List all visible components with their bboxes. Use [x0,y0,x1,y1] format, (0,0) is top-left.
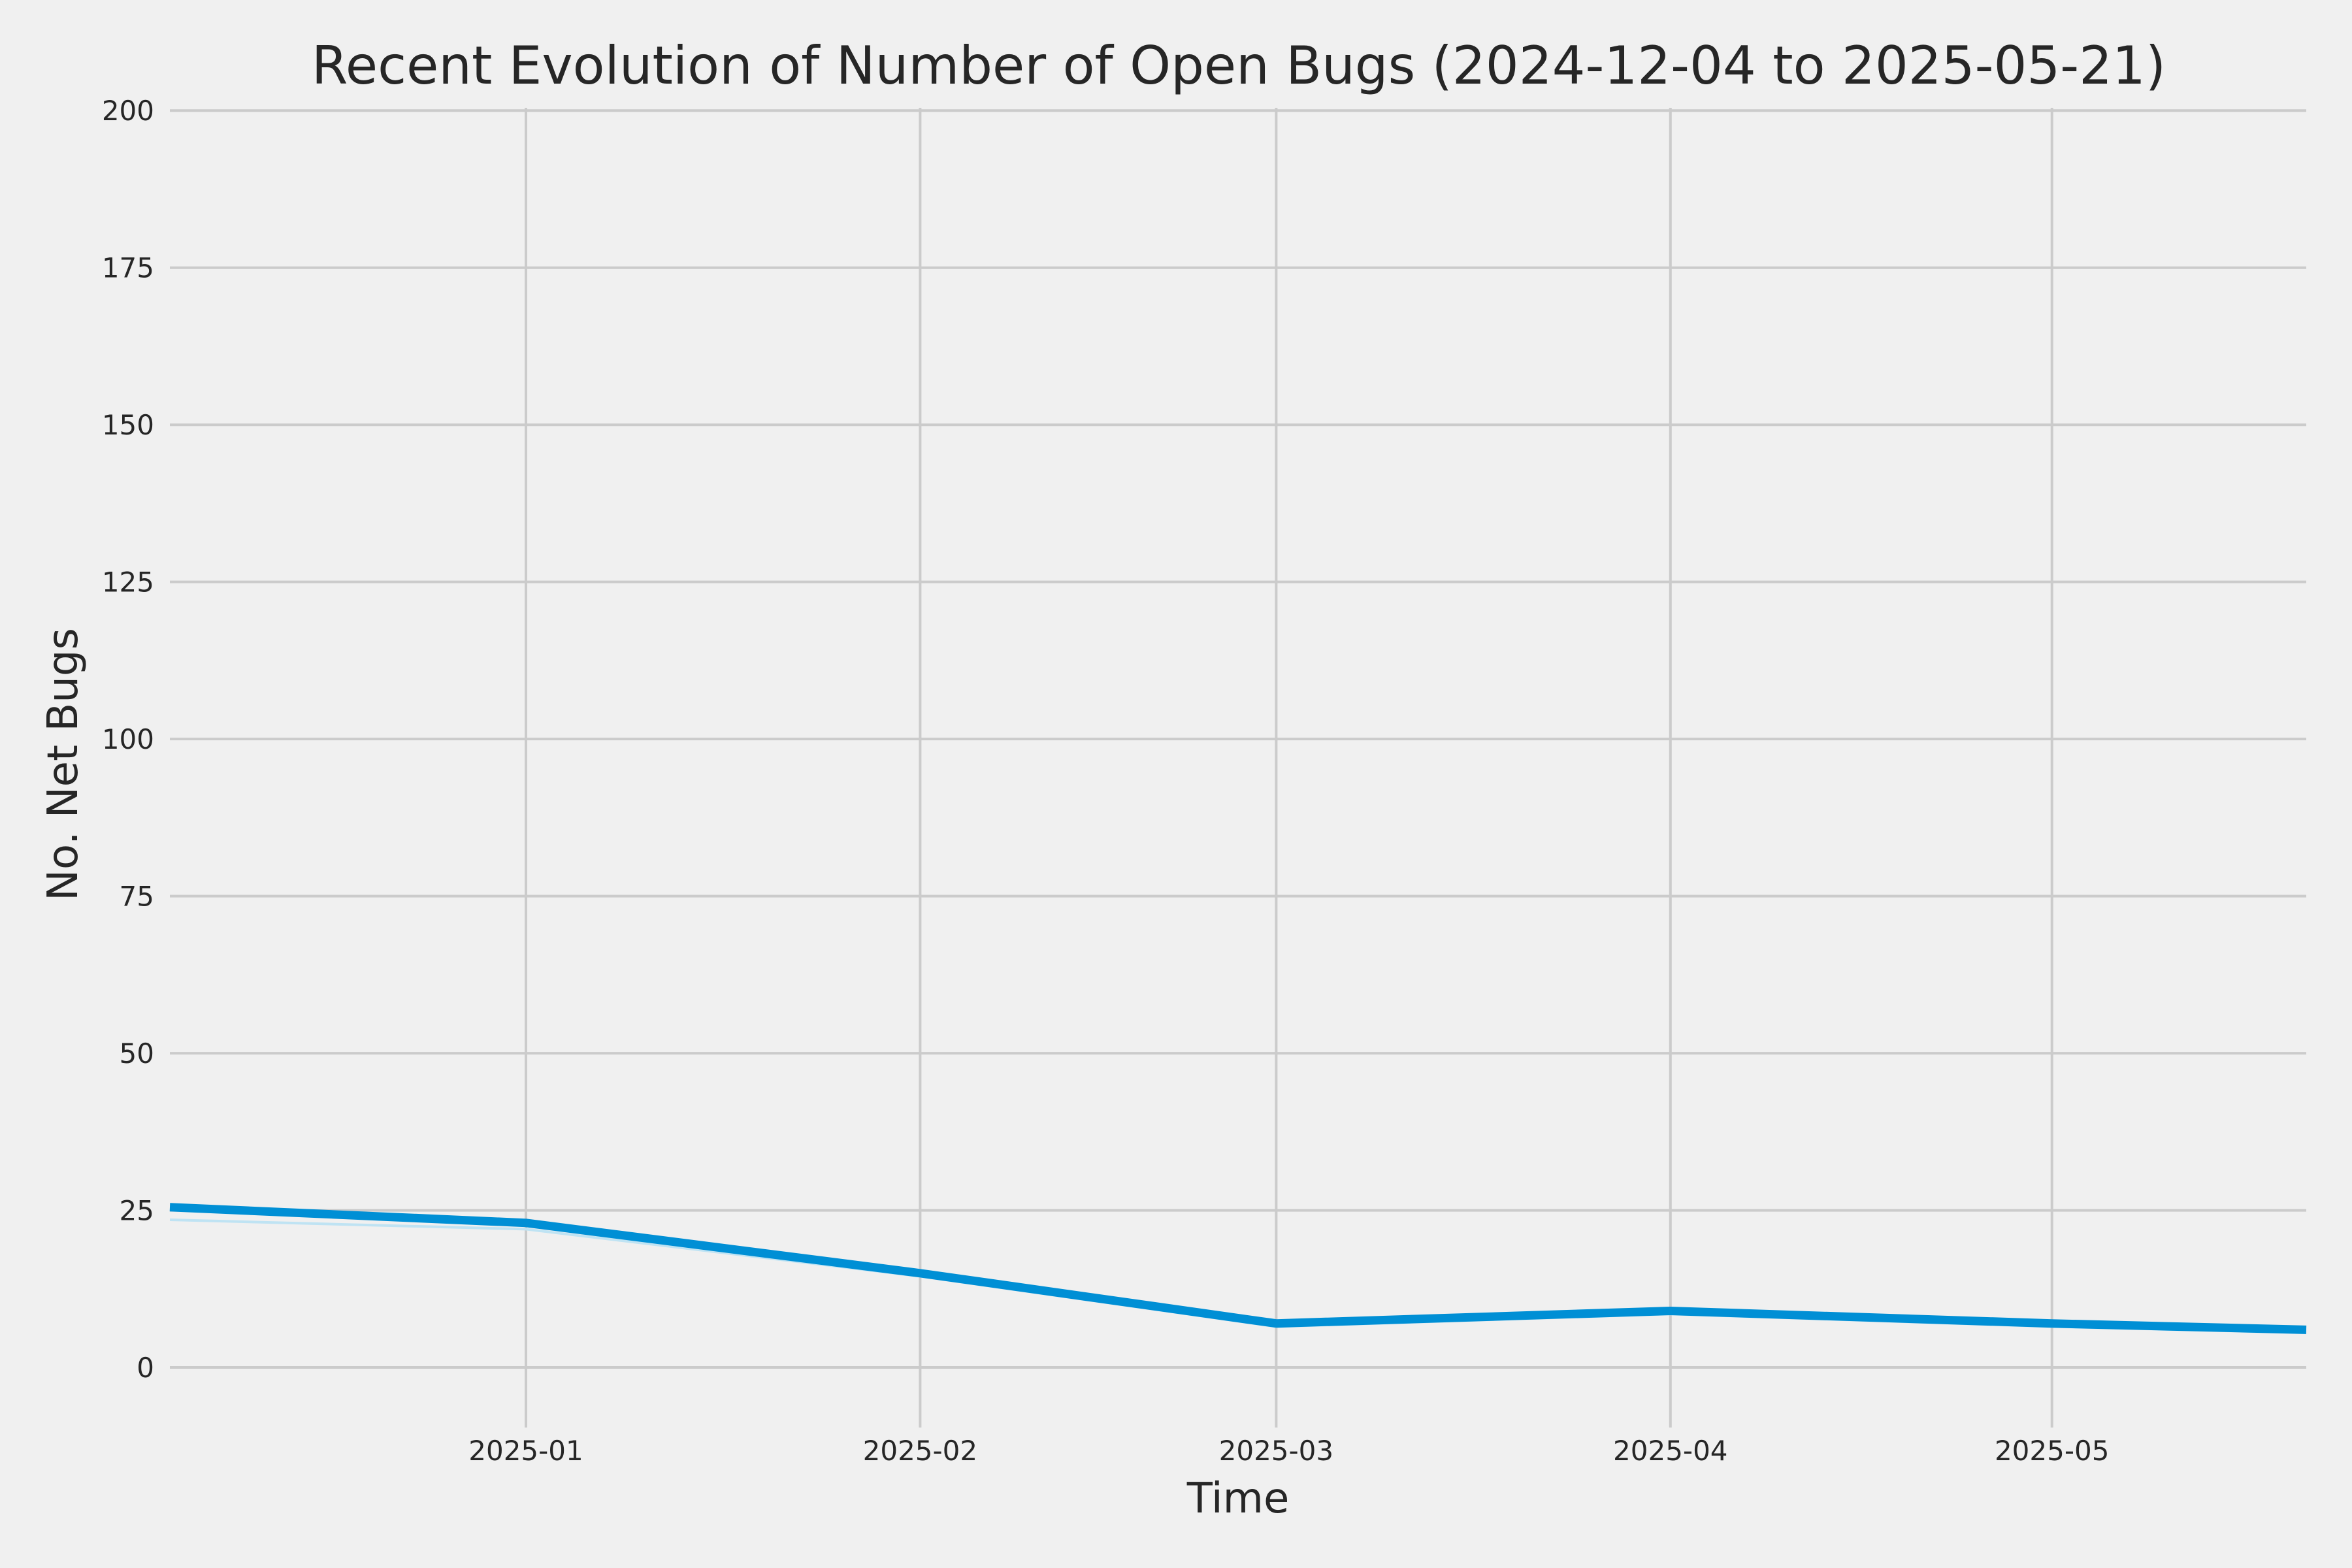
x-tick-label: 2025-02 [863,1435,978,1467]
x-tick-label: 2025-03 [1219,1435,1334,1467]
y-tick-label: 0 [137,1352,154,1384]
y-axis-label: No. Net Bugs [39,628,88,901]
y-tick-labels: 0 25 50 75 100 125 150 175 200 [102,95,154,1384]
x-tick-label: 2025-05 [1995,1435,2110,1467]
y-tick-label: 50 [120,1037,154,1070]
series-layer [169,1203,2307,1334]
x-tick-labels: 2025-01 2025-02 2025-03 2025-04 2025-05 [468,1435,2109,1467]
y-tick-label: 100 [102,723,154,755]
y-tick-label: 125 [102,566,154,598]
x-tick-label: 2025-01 [468,1435,583,1467]
y-gridlines [170,109,2306,1369]
series-line [169,1203,2307,1334]
x-gridlines [525,108,2053,1428]
x-tick-label: 2025-04 [1613,1435,1728,1467]
x-axis-label: Time [1186,1475,1290,1523]
y-tick-label: 75 [120,881,154,913]
y-tick-label: 200 [102,95,154,127]
y-tick-label: 25 [120,1195,154,1227]
chart-title: Recent Evolution of Number of Open Bugs … [312,35,2166,96]
y-tick-label: 175 [102,252,154,284]
y-tick-label: 150 [102,409,154,441]
